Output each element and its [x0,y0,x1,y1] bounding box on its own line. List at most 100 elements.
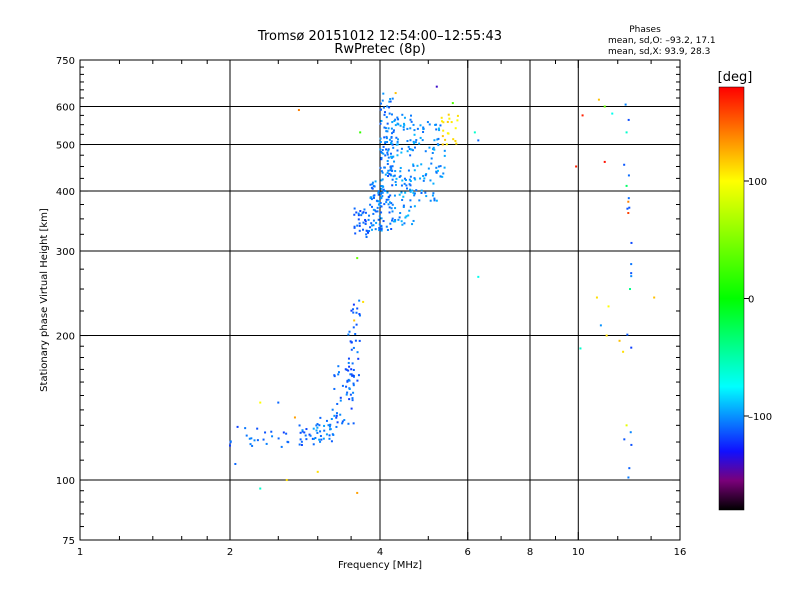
data-point [330,418,333,421]
data-point [337,371,340,374]
data-point [395,136,398,139]
data-point [436,143,439,146]
data-point [383,113,386,116]
data-point [350,373,353,376]
data-point [356,491,359,494]
data-point [380,102,383,105]
data-point [440,120,443,123]
x-tick-label: 6 [465,547,471,558]
data-point [605,334,608,337]
data-point [623,163,626,166]
data-point [389,97,392,100]
data-point [381,171,384,174]
data-point [416,127,419,130]
data-point [393,160,396,163]
colorbar-tick-label: 0 [748,295,754,306]
data-point [348,387,351,390]
data-point [393,174,396,177]
data-point [373,209,376,212]
data-point [387,156,390,159]
data-point [408,209,411,212]
data-point [435,171,438,174]
data-point [319,440,322,443]
data-point [347,378,350,381]
data-point [389,166,392,169]
data-point [436,169,439,172]
data-point [611,112,614,115]
data-point [437,137,440,140]
data-point [627,197,630,200]
data-point [262,438,265,441]
data-point [381,195,384,198]
data-point [403,182,406,185]
data-point [448,117,451,120]
data-point [353,213,356,216]
data-point [350,341,353,344]
data-point [409,180,412,183]
data-point [369,183,372,186]
data-point [285,432,288,435]
data-point [433,148,436,151]
data-point [380,119,383,122]
data-point [352,303,355,306]
phase-stats-o: mean, sd,O: –93.2, 17.1 [608,36,716,46]
data-point [362,221,365,224]
data-point [376,210,379,213]
data-point [380,151,383,154]
data-point [630,346,633,349]
data-point [367,218,370,221]
data-point [422,130,425,133]
data-point [403,177,406,180]
data-point [378,226,381,229]
data-point [396,140,399,143]
data-point [412,123,415,126]
data-point [318,424,321,427]
data-point [386,130,389,133]
data-point [394,180,397,183]
data-point [348,398,351,401]
data-point [627,476,630,479]
data-point [384,111,387,114]
data-point [399,170,402,173]
data-point [386,160,389,163]
x-tick-label: 2 [227,547,233,558]
data-point [410,120,413,123]
data-point [433,197,436,200]
data-point [390,136,393,139]
data-point [390,207,393,210]
colorbar-label: [deg] [718,70,753,85]
data-point [383,203,386,206]
data-point [341,420,344,423]
data-point [347,357,350,360]
data-point [390,142,393,145]
data-point [626,333,629,336]
data-point [413,129,416,132]
data-point [386,228,389,231]
data-point [339,399,342,402]
data-point [420,163,423,166]
data-point [352,391,355,394]
data-point [245,434,248,437]
data-point [271,435,274,438]
data-point [323,429,326,432]
data-point [352,368,355,371]
data-point [408,148,411,151]
x-tick-label: 8 [527,547,533,558]
data-point [390,228,393,231]
data-point [627,200,630,203]
data-point [256,439,259,442]
data-point [404,216,407,219]
data-point [454,139,457,142]
data-point [390,202,393,205]
data-point [316,431,319,434]
data-point [249,443,252,446]
data-point [368,230,371,233]
data-point [391,219,394,222]
data-point [381,99,384,102]
data-point [419,136,422,139]
data-point [384,154,387,157]
data-point [418,142,421,145]
data-point [280,445,283,448]
data-point [356,351,359,354]
data-point [328,434,331,437]
